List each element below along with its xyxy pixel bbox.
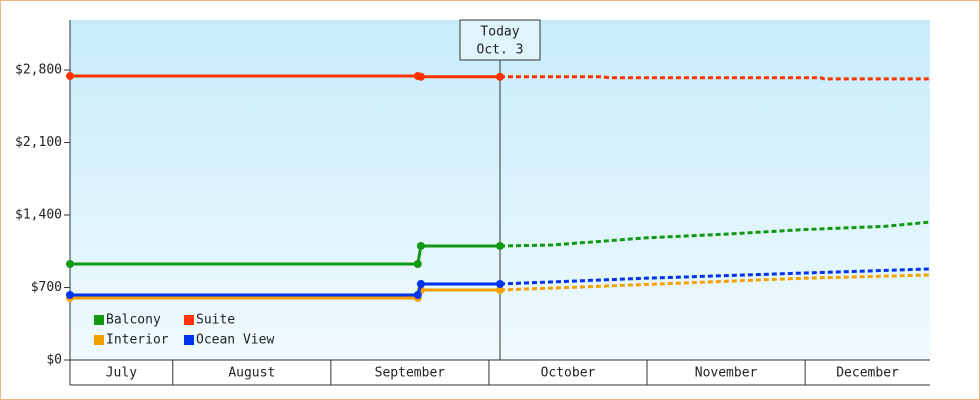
series-line bbox=[70, 282, 500, 297]
legend-label: Suite bbox=[196, 313, 235, 328]
x-tick-label: September bbox=[375, 366, 446, 381]
data-point bbox=[413, 290, 422, 299]
forecast-line bbox=[499, 267, 931, 286]
x-tick-label: August bbox=[228, 366, 275, 381]
x-tick-label: November bbox=[695, 366, 758, 381]
data-point bbox=[416, 241, 425, 250]
forecast-line bbox=[499, 273, 931, 292]
legend-swatch bbox=[184, 335, 194, 345]
series-line bbox=[70, 74, 500, 79]
data-point bbox=[416, 279, 425, 288]
y-tick-label: $700 bbox=[31, 280, 62, 295]
data-point bbox=[496, 241, 504, 250]
data-point bbox=[496, 72, 504, 81]
data-point bbox=[496, 279, 504, 288]
series-line bbox=[70, 244, 500, 266]
legend-label: Balcony bbox=[106, 313, 161, 328]
today-box bbox=[459, 19, 541, 61]
y-tick-label: $1,400 bbox=[15, 208, 62, 223]
x-tick-label: July bbox=[106, 366, 137, 381]
x-tick-label: December bbox=[836, 366, 899, 381]
y-tick-label: $0 bbox=[46, 353, 62, 368]
legend-label: Interior bbox=[106, 333, 169, 348]
legend-swatch bbox=[94, 315, 104, 325]
today-label: Today bbox=[480, 25, 519, 40]
y-tick-label: $2,100 bbox=[15, 135, 62, 150]
y-tick-label: $2,800 bbox=[15, 63, 62, 78]
legend-swatch bbox=[184, 315, 194, 325]
forecast-line bbox=[499, 220, 931, 248]
data-point bbox=[66, 259, 74, 268]
x-tick-label: October bbox=[541, 366, 596, 381]
data-point bbox=[416, 72, 425, 81]
today-date: Oct. 3 bbox=[477, 43, 524, 58]
data-point bbox=[496, 285, 504, 294]
data-point bbox=[66, 72, 74, 81]
forecast-line bbox=[500, 75, 930, 81]
legend-swatch bbox=[94, 335, 104, 345]
legend-label: Ocean View bbox=[196, 333, 274, 348]
data-point bbox=[66, 290, 74, 299]
data-point bbox=[413, 259, 422, 268]
